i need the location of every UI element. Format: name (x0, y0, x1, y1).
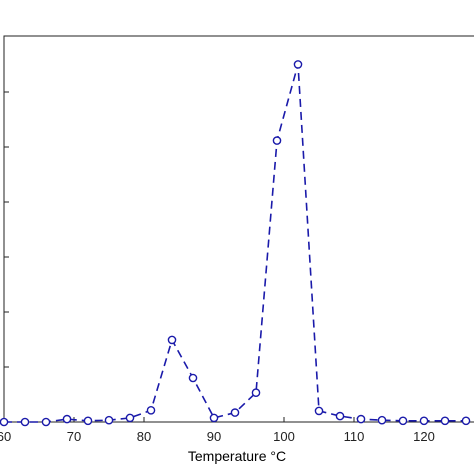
data-point (230, 408, 240, 417)
data-point (398, 416, 408, 426)
x-axis-ticks: 60 70 80 90 100 110 120 (0, 417, 435, 444)
y-axis-ticks (4, 91, 9, 423)
data-point (335, 411, 345, 421)
data-point (419, 416, 429, 426)
data-point (209, 413, 219, 423)
data-point (293, 60, 303, 69)
data-point (440, 416, 450, 426)
data-point (146, 405, 156, 415)
data-point (0, 417, 9, 427)
data-point (356, 414, 366, 424)
x-tick-label: 120 (413, 429, 435, 444)
data-point (125, 413, 135, 423)
data-point (167, 335, 177, 345)
plot-area (3, 35, 474, 423)
x-tick-label: 70 (67, 429, 81, 444)
x-tick-label: 100 (273, 429, 295, 444)
data-point (314, 406, 324, 416)
data-point (461, 416, 471, 426)
x-tick-label: 90 (207, 429, 221, 444)
data-point (251, 388, 261, 398)
data-point (188, 373, 198, 383)
x-tick-label: 110 (344, 429, 365, 444)
data-point (62, 414, 72, 424)
data-point (41, 417, 51, 427)
x-tick-label: 80 (137, 429, 151, 444)
data-point (20, 417, 30, 427)
series-markers (0, 60, 471, 427)
data-point (104, 415, 114, 425)
x-tick-label: 60 (0, 429, 11, 444)
data-point (83, 416, 93, 426)
data-point (272, 136, 282, 145)
data-point (377, 415, 387, 425)
x-axis-title: Temperature °C (188, 448, 286, 464)
